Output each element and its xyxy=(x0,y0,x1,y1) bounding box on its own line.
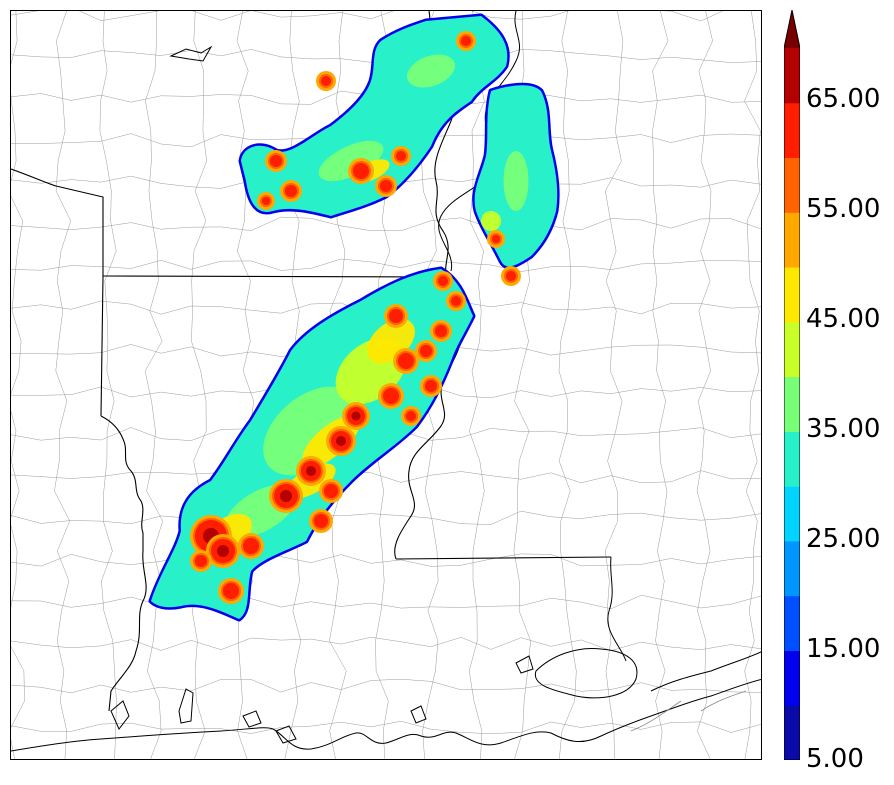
colorbar-bin xyxy=(784,48,800,104)
colorbar-label-5: 5.00 xyxy=(806,744,864,774)
colorbar-bin xyxy=(784,650,800,706)
echo-cell-core xyxy=(280,490,292,502)
colorbar-bin xyxy=(784,267,800,323)
colorbar-extend-arrow xyxy=(784,10,800,48)
county-boundaries xyxy=(11,11,761,759)
echo-cell xyxy=(262,197,270,205)
echo-cell xyxy=(451,296,461,306)
echo-cell xyxy=(285,185,297,197)
colorbar-bin xyxy=(784,321,800,378)
colorbar-bin xyxy=(784,431,800,487)
echo-cell xyxy=(398,353,414,369)
county-line xyxy=(144,11,164,759)
colorbar-label-15: 15.00 xyxy=(806,634,881,664)
echo-cell xyxy=(435,325,447,337)
colorbar-label-35: 35.00 xyxy=(806,414,881,444)
colorbar-outline xyxy=(784,10,800,760)
echo-cell xyxy=(270,155,282,167)
echo-cell xyxy=(438,276,448,286)
colorbar-label-55: 55.00 xyxy=(806,194,881,224)
county-line xyxy=(11,553,761,567)
echo-cell xyxy=(506,271,516,281)
county-line xyxy=(11,11,724,22)
echo-cell xyxy=(314,514,328,528)
echo-cell xyxy=(492,235,500,243)
echo-cell-core xyxy=(351,411,361,421)
county-line xyxy=(99,11,117,759)
county-line xyxy=(696,11,713,759)
colorbar-bin xyxy=(784,595,800,651)
county-line xyxy=(558,11,577,759)
colorbar-bin xyxy=(784,705,800,760)
county-line xyxy=(11,258,761,272)
echo-cell-core xyxy=(306,466,316,476)
echo-cell xyxy=(396,151,406,161)
county-line xyxy=(11,11,25,759)
county-line xyxy=(191,11,207,759)
echo-cell xyxy=(461,36,471,46)
echo-core xyxy=(503,151,529,211)
colorbar-bin xyxy=(784,486,800,542)
radar-map xyxy=(10,10,762,760)
echo-cell xyxy=(380,180,392,192)
echo-cell xyxy=(425,380,437,392)
county-line xyxy=(11,720,761,734)
echo-cell-core xyxy=(217,545,229,557)
county-line xyxy=(744,11,761,759)
county-line xyxy=(54,11,71,759)
county-line xyxy=(11,594,761,610)
echo-core xyxy=(481,211,501,231)
county-line xyxy=(11,636,761,651)
county-line xyxy=(236,11,254,759)
colorbar-bin xyxy=(784,212,800,268)
echo-cell xyxy=(389,309,403,323)
echo-core xyxy=(406,54,456,88)
colorbar-bin xyxy=(784,376,800,432)
reflectivity-field xyxy=(148,13,560,622)
county-line xyxy=(11,510,761,525)
echo-core xyxy=(318,140,384,182)
colorbar-bin xyxy=(784,540,800,597)
echo-cell xyxy=(383,388,399,404)
county-line xyxy=(604,11,624,759)
colorbar-label-65: 65.00 xyxy=(806,84,881,114)
echo-cell xyxy=(324,484,338,498)
echo-cell xyxy=(406,411,416,421)
colorbar xyxy=(784,10,800,760)
echo-cell xyxy=(353,163,369,179)
county-line xyxy=(11,469,761,484)
echo-cell xyxy=(420,345,432,357)
colorbar-label-45: 45.00 xyxy=(806,304,881,334)
county-line xyxy=(652,11,669,759)
echo-cell xyxy=(321,76,331,86)
colorbar-bin xyxy=(784,102,800,159)
colorbar-label-25: 25.00 xyxy=(806,524,881,554)
county-line xyxy=(11,678,761,694)
echo-cell-core xyxy=(336,436,346,446)
echo-cell xyxy=(223,583,239,599)
colorbar-bin xyxy=(784,157,800,213)
county-line xyxy=(11,216,761,232)
county-line xyxy=(468,11,485,759)
map-canvas xyxy=(11,11,761,759)
echo-cell xyxy=(195,555,207,567)
echo-cell xyxy=(243,538,259,554)
